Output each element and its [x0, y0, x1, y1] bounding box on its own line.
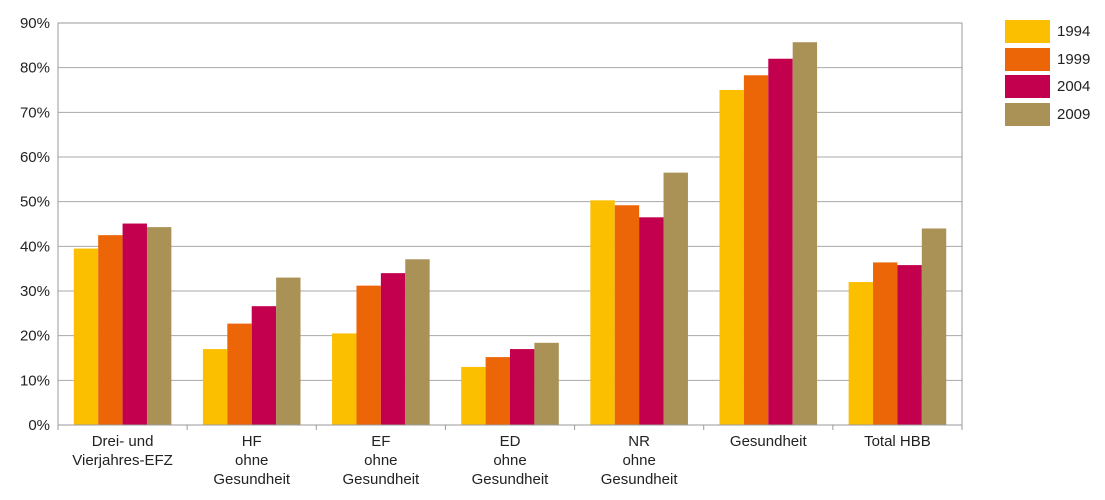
x-tick-label: Gesundheit [730, 433, 808, 450]
bar-2009 [663, 172, 688, 425]
legend-swatch-1994 [1005, 20, 1050, 44]
bar-1999 [485, 357, 510, 425]
bar-2009 [146, 227, 172, 425]
x-tick-label: EF [371, 433, 390, 450]
x-tick-label: Vierjahres-EFZ [72, 452, 173, 469]
y-tick-label: 90% [20, 15, 50, 32]
bar-2004 [639, 217, 664, 425]
bar-2004 [768, 58, 793, 425]
legend: 1994 1999 2004 2009 [1005, 18, 1090, 128]
x-tick-label: Gesundheit [342, 471, 420, 488]
x-axis: Drei- und Vierjahres-EFZ HF ohne Gesundheit E… [57, 425, 963, 488]
bar-1999 [227, 323, 252, 425]
bar-2009 [405, 259, 430, 425]
bar-1994 [848, 282, 874, 425]
bar-1994 [332, 333, 357, 425]
bar-2009 [534, 342, 559, 425]
bar-2004 [897, 265, 922, 425]
bar-1999 [743, 75, 769, 425]
x-tick-label: Gesundheit [213, 471, 291, 488]
x-tick-label: Gesundheit [601, 471, 679, 488]
legend-swatch-2004 [1005, 75, 1050, 99]
x-tick-label: ohne [364, 452, 397, 469]
bar-2009 [276, 277, 301, 425]
x-tick-label: ohne [493, 452, 526, 469]
bar-1994 [202, 349, 228, 425]
y-tick-label: 30% [20, 283, 50, 300]
y-tick-label: 20% [20, 328, 50, 345]
legend-label-2009: 2009 [1057, 105, 1091, 123]
bar-2004 [122, 223, 147, 425]
bar-1999 [98, 235, 123, 425]
bar-2004 [380, 273, 406, 425]
bar-2009 [921, 228, 947, 425]
y-tick-label: 70% [20, 104, 50, 121]
bar-1994 [719, 90, 744, 425]
x-tick-label: Drei- und [92, 433, 154, 450]
legend-swatch-2009 [1005, 102, 1050, 126]
plot-frame [57, 22, 963, 426]
bar-1994 [590, 200, 615, 425]
y-tick-label: 60% [20, 149, 50, 166]
x-tick-label: Total HBB [864, 433, 931, 450]
x-tick-label: ohne [235, 452, 268, 469]
bar-1999 [873, 262, 898, 425]
legend-label-2004: 2004 [1057, 78, 1091, 96]
bar-2004 [510, 349, 535, 425]
x-tick-label: ohne [622, 452, 655, 469]
y-tick-label: 10% [20, 372, 50, 389]
y-axis: 0% 10% 20% 30% 40% 50% 60% 70% 80% 90% [20, 15, 50, 434]
bar-1994 [461, 366, 486, 425]
legend-item-2009: 2009 [1005, 101, 1090, 129]
bar-2009 [792, 42, 818, 425]
y-tick-label: 40% [20, 238, 50, 255]
y-tick-label: 0% [28, 417, 50, 434]
x-tick-label: NR [628, 433, 650, 450]
x-tick-label: Gesundheit [472, 471, 550, 488]
legend-item-1994: 1994 [1005, 18, 1090, 46]
grid-lines [58, 67, 962, 381]
legend-label-1994: 1994 [1057, 23, 1091, 41]
y-tick-label: 80% [20, 60, 50, 77]
legend-item-2004: 2004 [1005, 73, 1090, 101]
bar-1999 [356, 285, 381, 425]
y-tick-label: 50% [20, 194, 50, 211]
legend-label-1999: 1999 [1057, 50, 1091, 68]
bar-2004 [251, 306, 277, 425]
legend-swatch-1999 [1005, 47, 1050, 71]
bar-1999 [614, 205, 640, 425]
x-tick-label: ED [500, 433, 521, 450]
bars [73, 42, 947, 425]
bar-1994 [73, 248, 99, 425]
x-tick-label: HF [242, 433, 262, 450]
legend-item-1999: 1999 [1005, 46, 1090, 74]
